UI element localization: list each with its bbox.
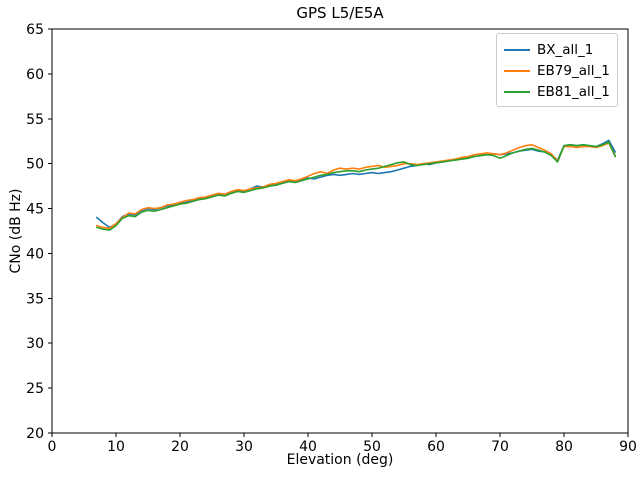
y-tick-label: 30 [26, 336, 44, 352]
x-axis-label: Elevation (deg) [286, 452, 394, 468]
axes-frame [51, 28, 629, 434]
series-line-EB79_all_1 [96, 142, 617, 230]
y-tick-label: 35 [26, 291, 44, 307]
y-axis-label: CNo (dB Hz) [8, 188, 24, 274]
x-tick-label: 20 [171, 439, 189, 455]
x-tick-label: 50 [363, 439, 381, 455]
y-tick-label: 55 [26, 112, 44, 128]
legend-label: BX_all_1 [537, 41, 594, 58]
y-tick-label: 25 [26, 381, 44, 397]
y-tick-label: 65 [26, 22, 44, 38]
legend-line-sample [504, 48, 530, 51]
legend-item-BX_all_1: BX_all_1 [504, 39, 610, 60]
x-tick-label: 40 [299, 439, 317, 455]
legend-item-EB81_all_1: EB81_all_1 [504, 81, 610, 102]
y-tick-label: 40 [26, 246, 44, 262]
y-tick-label: 60 [26, 67, 44, 83]
y-tick-label: 20 [26, 426, 44, 442]
legend-label: EB81_all_1 [537, 83, 610, 100]
legend: BX_all_1 EB79_all_1 EB81_all_1 [496, 33, 618, 107]
y-tick-label: 45 [26, 202, 44, 218]
legend-label: EB79_all_1 [537, 62, 610, 79]
legend-line-sample [504, 69, 530, 72]
x-tick-label: 60 [427, 439, 445, 455]
x-tick-label: 10 [107, 439, 125, 455]
x-tick-label: 80 [555, 439, 573, 455]
y-tick-label: 50 [26, 157, 44, 173]
x-tick-label: 90 [619, 439, 637, 455]
series-line-BX_all_1 [96, 139, 617, 229]
x-tick-label: 30 [235, 439, 253, 455]
legend-item-EB79_all_1: EB79_all_1 [504, 60, 610, 81]
legend-line-sample [504, 90, 530, 93]
chart-title: GPS L5/E5A [296, 4, 384, 22]
series-line-EB81_all_1 [96, 141, 617, 231]
x-tick-label: 0 [48, 439, 57, 455]
x-tick-label: 70 [491, 439, 509, 455]
